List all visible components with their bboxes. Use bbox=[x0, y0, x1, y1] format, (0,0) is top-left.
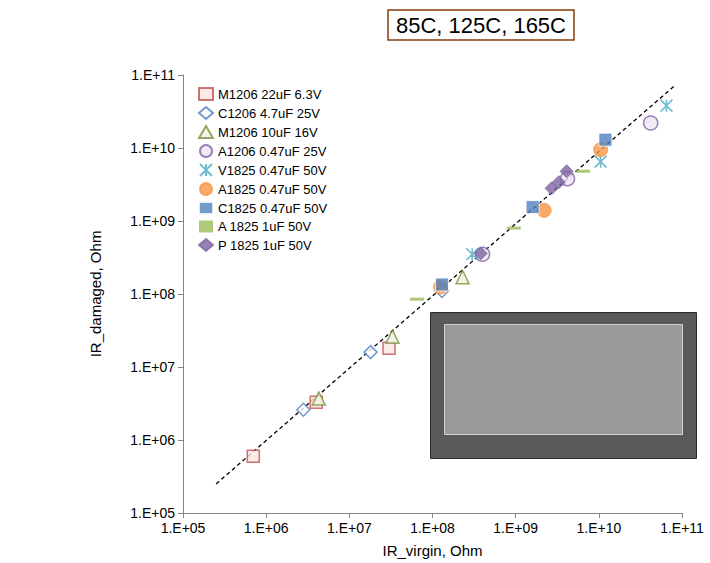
svg-text:C1825 0.47uF 50V: C1825 0.47uF 50V bbox=[218, 201, 327, 216]
svg-text:1.E+06: 1.E+06 bbox=[130, 432, 175, 448]
svg-text:1.E+07: 1.E+07 bbox=[130, 359, 175, 375]
svg-text:A1206 0.47uF 25V: A1206 0.47uF 25V bbox=[218, 144, 327, 159]
svg-text:1.E+05: 1.E+05 bbox=[130, 505, 175, 521]
svg-text:M1206 10uF 16V: M1206 10uF 16V bbox=[218, 125, 318, 140]
svg-text:1.E+11: 1.E+11 bbox=[660, 520, 704, 536]
svg-text:1.E+10: 1.E+10 bbox=[130, 140, 175, 156]
svg-text:V1825 0.47uF 50V: V1825 0.47uF 50V bbox=[218, 163, 327, 178]
svg-text:1.E+11: 1.E+11 bbox=[131, 67, 175, 83]
svg-text:1.E+08: 1.E+08 bbox=[410, 520, 455, 536]
svg-text:1.E+09: 1.E+09 bbox=[493, 520, 538, 536]
svg-text:C1206 4.7uF 25V: C1206 4.7uF 25V bbox=[218, 106, 320, 121]
svg-text:1.E+05: 1.E+05 bbox=[161, 520, 206, 536]
svg-text:P 1825 1uF 50V: P 1825 1uF 50V bbox=[218, 238, 312, 253]
svg-text:85C, 125C, 165C: 85C, 125C, 165C bbox=[396, 13, 566, 38]
svg-text:1.E+09: 1.E+09 bbox=[130, 213, 175, 229]
svg-text:IR_virgin, Ohm: IR_virgin, Ohm bbox=[382, 542, 482, 559]
svg-text:1.E+08: 1.E+08 bbox=[130, 286, 175, 302]
svg-text:A 1825 1uF 50V: A 1825 1uF 50V bbox=[218, 219, 312, 234]
svg-text:A1825 0.47uF 50V: A1825 0.47uF 50V bbox=[218, 182, 327, 197]
svg-text:1.E+07: 1.E+07 bbox=[327, 520, 372, 536]
svg-text:1.E+06: 1.E+06 bbox=[244, 520, 289, 536]
svg-text:1.E+10: 1.E+10 bbox=[576, 520, 621, 536]
svg-text:IR_damaged, Ohm: IR_damaged, Ohm bbox=[87, 231, 104, 358]
svg-text:M1206 22uF 6.3V: M1206 22uF 6.3V bbox=[218, 87, 322, 102]
